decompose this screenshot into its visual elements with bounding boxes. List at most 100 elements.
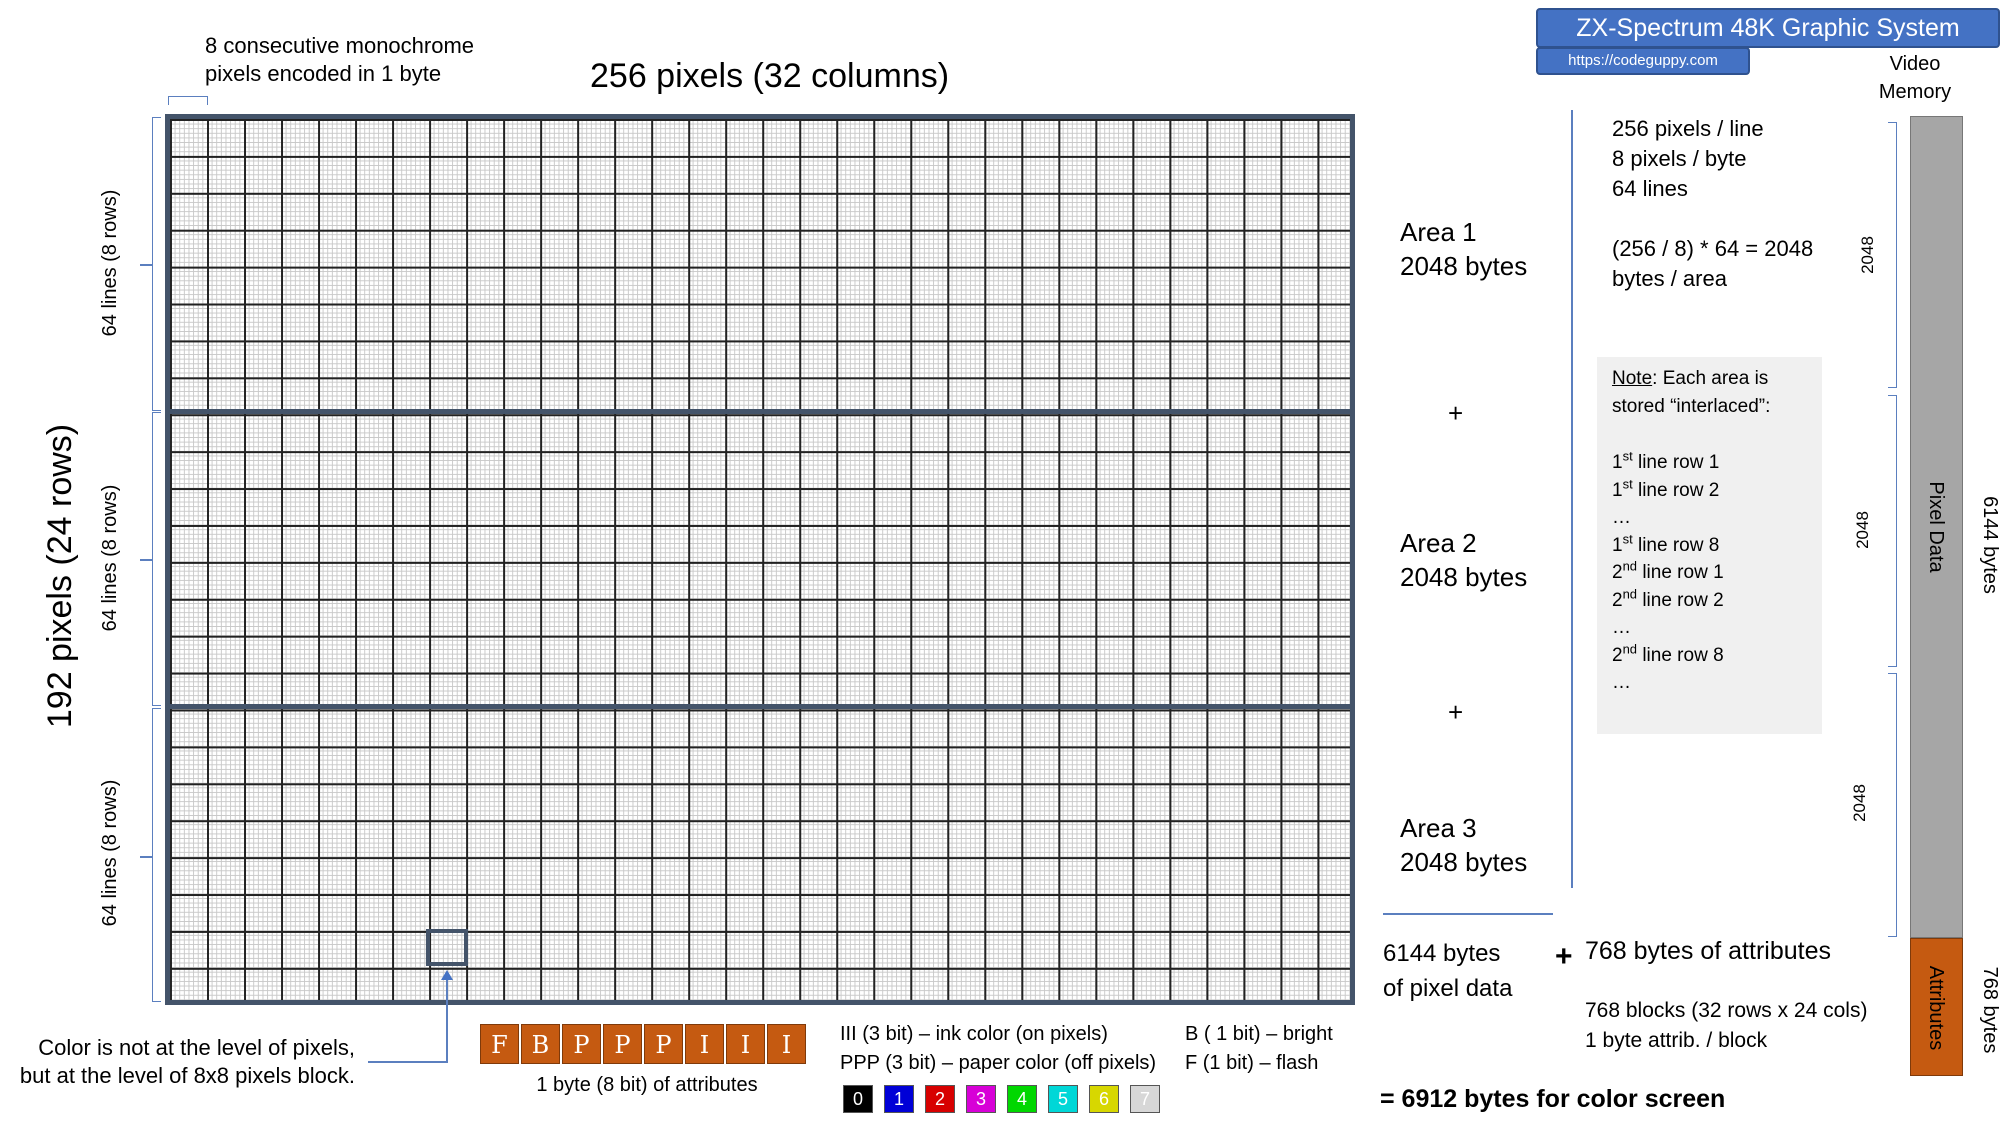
note-row: 1st line row 1 [1612, 448, 1720, 473]
note-row: 1st line row 8 [1612, 531, 1720, 556]
attributes-label: Attributes [1925, 965, 1947, 1051]
mem-seg1-bracket [1888, 122, 1897, 388]
palette-swatch-2: 2 [925, 1085, 955, 1113]
calc-line-2: 8 pixels / byte [1612, 146, 1747, 171]
pointer-line-vertical [446, 980, 448, 1062]
note-row: 2nd line row 8 [1612, 641, 1724, 666]
color-note-line-2: but at the level of 8x8 pixels block. [19, 1063, 355, 1088]
memory-attr-total: 768 bytes [1979, 966, 2000, 1054]
note-text-1: : Each area is [1652, 368, 1769, 389]
plus-3: + [1555, 940, 1573, 973]
area3-label: Area 3 2048 bytes [1400, 811, 1527, 879]
color-note: Color is not at the level of pixels, but… [0, 1034, 355, 1090]
palette-swatch-7: 7 [1130, 1085, 1160, 1113]
mem-seg3-bracket [1888, 673, 1897, 937]
area1-bracket [152, 117, 161, 411]
calc-line-5: bytes / area [1612, 266, 1727, 291]
memory-pixel-total: 6144 bytes [1979, 496, 2000, 594]
areas-divider-vertical [1571, 110, 1573, 888]
palette-swatch-1: 1 [884, 1085, 914, 1113]
area3-bracket-tick [140, 856, 152, 858]
sum-divider [1383, 913, 1553, 915]
pixel-data-summary: 6144 bytes of pixel data [1383, 936, 1512, 1006]
mem-seg2-label: 2048 [1853, 511, 1872, 549]
note-row: … [1612, 507, 1631, 528]
area3-lines-label: 64 lines (8 rows) [99, 779, 121, 927]
attr-bit-i: I [685, 1024, 724, 1064]
attribute-blocks: 768 blocks (32 rows x 24 cols) [1585, 999, 1868, 1022]
area3-size: 2048 bytes [1400, 847, 1528, 877]
pixel-data-label: Pixel Data [1925, 481, 1947, 573]
video-memory-title: Video Memory [1850, 50, 1980, 106]
top-dimension-label: 256 pixels (32 columns) [590, 57, 950, 95]
note-row: … [1612, 617, 1631, 638]
mem-seg1-label: 2048 [1858, 236, 1877, 274]
bright-description: B ( 1 bit) – bright [1185, 1023, 1333, 1045]
pointer-arrow-icon [441, 970, 453, 980]
area1-name: Area 1 [1400, 217, 1477, 247]
ink-description: III (3 bit) – ink color (on pixels) [840, 1023, 1108, 1045]
calc-line-4: (256 / 8) * 64 = 2048 [1612, 236, 1814, 261]
total-bytes: = 6912 bytes for color screen [1380, 1085, 1726, 1113]
byte-note: 8 consecutive monochrome pixels encoded … [205, 33, 475, 86]
note-row: … [1612, 672, 1631, 693]
plus-1: + [1448, 398, 1464, 428]
plus-2: + [1448, 697, 1464, 727]
highlighted-block [426, 929, 468, 966]
side-dimension-label: 192 pixels (24 rows) [41, 423, 79, 729]
area2-bracket [152, 412, 161, 706]
area1-bracket-tick [140, 264, 152, 266]
pixel-data-size: 6144 bytes [1383, 940, 1501, 967]
color-note-line-1: Color is not at the level of pixels, [38, 1035, 355, 1060]
attributes-summary: 768 bytes of attributes [1585, 937, 1831, 965]
area2-label: Area 2 2048 bytes [1400, 526, 1527, 594]
mem-seg3-label: 2048 [1850, 784, 1869, 822]
area2-name: Area 2 [1400, 528, 1477, 558]
pointer-line-horizontal [368, 1061, 448, 1063]
palette-swatch-4: 4 [1007, 1085, 1037, 1113]
flash-description: F (1 bit) – flash [1185, 1052, 1319, 1074]
attribute-caption: 1 byte (8 bit) of attributes [536, 1074, 758, 1096]
attr-bit-f: F [480, 1024, 519, 1064]
note-row-list: 1st line row 1 1st line row 2 … 1st line ro… [1612, 449, 1770, 697]
attr-bit-p: P [644, 1024, 683, 1064]
pixel-data-caption: of pixel data [1383, 975, 1513, 1002]
area-calculation: 256 pixels / line 8 pixels / byte 64 lin… [1612, 114, 1813, 294]
area1-lines-label: 64 lines (8 rows) [99, 189, 121, 337]
note-row: 1st line row 2 [1612, 476, 1720, 501]
palette-swatch-5: 5 [1048, 1085, 1078, 1113]
attr-bit-i: I [767, 1024, 806, 1064]
area2-size: 2048 bytes [1400, 562, 1528, 592]
attribute-per-block: 1 byte attrib. / block [1585, 1029, 1768, 1052]
attr-bit-b: B [521, 1024, 560, 1064]
byte-bracket [168, 96, 208, 105]
memory-pixel-segment: Pixel Data [1910, 116, 1963, 938]
note-row: 2nd line row 2 [1612, 586, 1724, 611]
area3-name: Area 3 [1400, 813, 1477, 843]
memory-attribute-segment: Attributes [1910, 938, 1963, 1076]
palette-swatch-3: 3 [966, 1085, 996, 1113]
area-separator-2 [165, 704, 1355, 709]
attr-bit-p: P [562, 1024, 601, 1064]
interlace-note: Note: Each area is stored “interlaced”: … [1597, 357, 1822, 734]
note-heading: Note [1612, 368, 1653, 389]
area2-lines-label: 64 lines (8 rows) [99, 484, 121, 632]
area-separator-1 [165, 409, 1355, 414]
palette-swatch-0: 0 [843, 1085, 873, 1113]
paper-description: PPP (3 bit) – paper color (off pixels) [840, 1052, 1157, 1074]
source-link[interactable]: https://codeguppy.com [1568, 52, 1718, 69]
area1-size: 2048 bytes [1400, 251, 1528, 281]
calc-line-3: 64 lines [1612, 176, 1688, 201]
area1-label: Area 1 2048 bytes [1400, 215, 1527, 283]
screen-pixel-grid [165, 114, 1355, 1005]
mem-seg2-bracket [1888, 395, 1897, 667]
source-link-box[interactable]: https://codeguppy.com [1536, 47, 1750, 75]
attr-bit-i: I [726, 1024, 765, 1064]
calc-line-1: 256 pixels / line [1612, 116, 1764, 141]
attr-bit-p: P [603, 1024, 642, 1064]
note-text-2: stored “interlaced”: [1612, 396, 1771, 417]
note-row: 2nd line row 1 [1612, 558, 1724, 583]
area3-bracket [152, 708, 161, 1002]
